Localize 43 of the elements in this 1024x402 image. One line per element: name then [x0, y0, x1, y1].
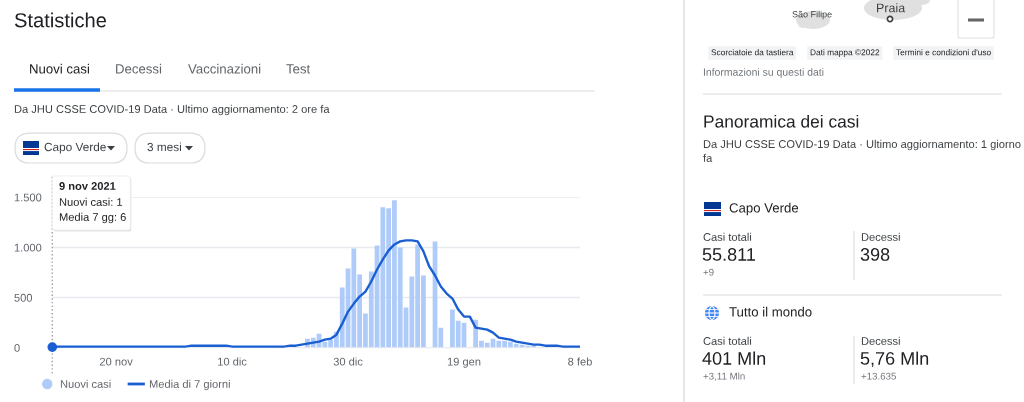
legend-label: Media di 7 giorni — [149, 379, 230, 391]
y-tick-label: 500 — [14, 293, 33, 302]
text: Panoramica dei casi — [704, 114, 859, 128]
text: Casi totali — [703, 232, 752, 241]
text: Nuovi casi — [30, 63, 89, 74]
text: São Filipe — [792, 10, 832, 20]
annotation: Media 7 gg: 6 — [59, 212, 126, 224]
text: Dati mappa ©2022 — [810, 49, 880, 57]
x-tick-label: 20 nov — [99, 357, 133, 366]
text: Vaccinazioni — [188, 63, 261, 74]
text: Scorciatoie da tastiera — [711, 49, 794, 56]
x-tick-label: 19 gen — [447, 357, 481, 368]
text: Capo Verde — [44, 142, 106, 154]
text: Decessi — [861, 232, 900, 241]
annotation: Nuovi casi: 1 — [59, 197, 123, 206]
text: 401 Mln — [702, 351, 766, 365]
legend-label: Nuovi casi — [60, 379, 111, 388]
text: +3,11 Mln — [703, 372, 745, 381]
y-tick-label: 0 — [14, 343, 20, 352]
text: 5,76 Mln — [860, 351, 929, 367]
y-tick-label: 1.000 — [14, 243, 42, 252]
text: +9 — [703, 268, 714, 276]
text: Da JHU CSSE COVID-19 Data · Ultimo aggiornamento: 1 giorno fa — [703, 139, 1021, 162]
text: Decessi — [861, 336, 900, 345]
x-tick-label: 8 feb — [568, 357, 592, 366]
text: Casi totali — [703, 336, 752, 345]
text: Praia — [877, 3, 906, 13]
x-tick-label: 10 dic — [218, 357, 247, 366]
x-tick-label: 30 dic — [333, 357, 363, 366]
text: 55.811 — [702, 248, 756, 261]
text: Test — [286, 64, 311, 74]
text: Tutto il mondo — [729, 306, 812, 317]
text: 3 mesi — [147, 142, 181, 152]
text: 9 nov 2021 — [59, 182, 116, 190]
y-tick-label: 1.500 — [14, 193, 42, 202]
text: Decessi — [116, 63, 162, 74]
text: Informazioni su questi dati — [703, 68, 824, 78]
text: Capo Verde — [729, 202, 799, 216]
text: Termini e condizioni d'uso — [896, 49, 991, 56]
chart-title: Statistiche — [14, 12, 107, 28]
text: +13.635 — [861, 372, 897, 380]
chart-subtitle: Da JHU CSSE COVID-19 Data · Ultimo aggiornamento: 2 ore fa — [14, 104, 330, 116]
text: 398 — [860, 248, 890, 261]
